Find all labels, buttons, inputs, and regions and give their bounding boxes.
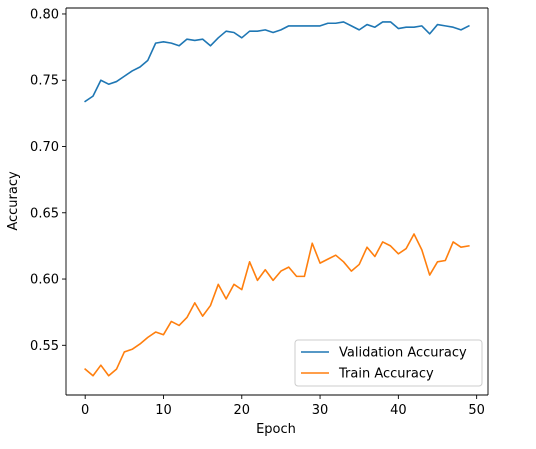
ticks: 0 10 20 30 40 50 0.55 0.60 0.65 0.70 0.75 0.80 [30, 7, 485, 418]
series-line-2 [84, 233, 470, 377]
x-tick-label: 10 [155, 403, 172, 418]
y-axis-label: Accuracy [6, 171, 21, 231]
y-tick-label: 0.75 [30, 74, 59, 89]
x-axis-label: Epoch [256, 422, 296, 437]
y-tick-label: 0.65 [30, 206, 59, 221]
x-tick-label: 30 [312, 403, 329, 418]
plot-area [66, 8, 488, 395]
x-tick-label: 20 [233, 403, 250, 418]
x-tick-label: 40 [390, 403, 407, 418]
x-tick-label: 0 [81, 403, 89, 418]
legend-label: Validation Accuracy [339, 346, 467, 361]
y-tick-label: 0.70 [30, 140, 59, 155]
y-tick-label: 0.55 [30, 339, 59, 354]
series-line-1 [84, 21, 470, 103]
x-tick-label: 50 [468, 403, 485, 418]
y-tick-label: 0.60 [30, 273, 59, 288]
legend-box [294, 339, 483, 387]
legend: Validation Accuracy Train Accuracy [294, 339, 483, 387]
series-lines [84, 21, 470, 377]
axes [65, 7, 489, 396]
legend-label: Train Accuracy [338, 367, 434, 382]
plot-background [66, 8, 488, 395]
y-tick-label: 0.80 [30, 7, 59, 22]
